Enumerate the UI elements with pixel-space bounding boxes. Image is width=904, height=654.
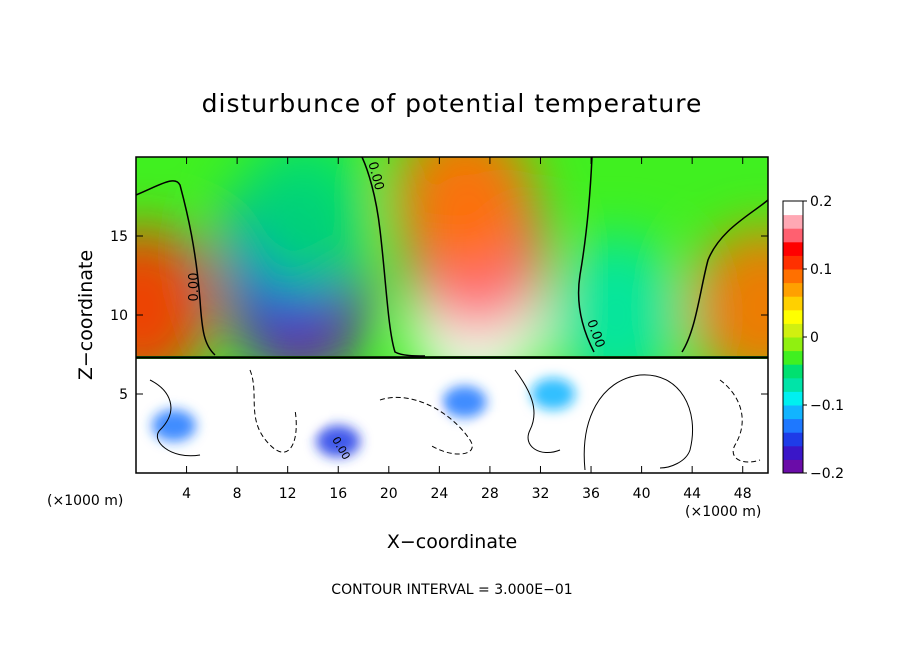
colorbar-segment	[783, 296, 803, 311]
colorbar: 0.2 0.1 0 −0.1 −0.2	[782, 194, 844, 482]
colorbar-segment	[783, 255, 803, 270]
contour-label: 0.00	[187, 273, 202, 302]
x-tick-label: 48	[734, 486, 752, 502]
lower-anomaly	[151, 409, 196, 442]
x-tick-label: 12	[279, 486, 297, 502]
zero-contour-right-b	[681, 199, 768, 353]
colorbar-tick-label: −0.1	[810, 398, 844, 414]
colorbar-tick-label: 0.1	[810, 262, 832, 278]
x-unit-left: (×1000 m)	[47, 493, 123, 509]
upper-anomaly-field	[136, 157, 768, 356]
lower-contour-e	[514, 369, 561, 453]
contour-lines	[136, 157, 768, 471]
x-tick-label: 32	[532, 486, 550, 502]
colorbar-segment	[783, 445, 803, 460]
lower-anomaly	[531, 378, 576, 410]
x-axis: 4 8 12 16 20 24 28 32 36 40 44 48	[182, 157, 752, 502]
colorbar-segment	[783, 432, 803, 447]
x-tick-label: 36	[582, 486, 600, 502]
lower-contour-a	[149, 379, 201, 457]
lower-anomaly	[701, 409, 746, 442]
colorbar-segment	[783, 269, 803, 284]
colorbar-tick-label: 0.2	[810, 194, 832, 210]
y-axis-label: Z−coordinate	[75, 250, 97, 380]
y-tick-label: 10	[110, 308, 128, 324]
x-tick-label: 44	[683, 486, 701, 502]
colorbar-segment	[783, 418, 803, 433]
colorbar-segment	[783, 309, 803, 324]
colorbar-segment	[783, 214, 803, 229]
lower-contour-f	[719, 379, 761, 463]
colorbar-segment	[783, 337, 803, 352]
x-tick-label: 20	[380, 486, 398, 502]
lower-anomaly	[316, 425, 361, 458]
lower-anomaly-field	[136, 359, 768, 473]
colorbar-segment	[783, 201, 803, 216]
y-tick-label: 5	[119, 387, 128, 403]
x-tick-label: 28	[481, 486, 499, 502]
colorbar-segment	[783, 323, 803, 338]
zero-contour-center	[361, 157, 426, 357]
plot-area: 0.00 0.00 0.00 0.00	[135, 156, 769, 474]
colorbar-segment	[783, 405, 803, 420]
chart-title: disturbunce of potential temperature	[202, 89, 703, 118]
y-axis: 5 10 15	[110, 229, 768, 403]
colorbar-segment	[783, 391, 803, 406]
colorbar-tick-label: 0	[810, 330, 819, 346]
upper-anomaly	[394, 157, 535, 277]
upper-anomaly	[236, 157, 377, 293]
lower-anomaly	[272, 393, 316, 426]
colorbar-segment	[783, 282, 803, 297]
colorbar-segment	[783, 377, 803, 392]
lower-anomaly	[594, 409, 639, 442]
upper-anomaly	[136, 227, 213, 356]
x-tick-label: 24	[430, 486, 448, 502]
zero-contour-left	[136, 180, 216, 356]
lower-contour-d	[583, 374, 694, 471]
colorbar-segment	[783, 350, 803, 365]
lower-anomaly	[442, 385, 487, 418]
contour-label: 0.00	[364, 160, 386, 192]
x-axis-label: X−coordinate	[387, 531, 517, 553]
colorbar-tick-label: −0.2	[810, 466, 844, 482]
colorbar-segment	[783, 228, 803, 243]
colorbar-segment	[783, 459, 803, 474]
x-tick-label: 4	[182, 486, 191, 502]
x-tick-label: 16	[329, 486, 347, 502]
y-tick-label: 15	[110, 229, 128, 245]
zero-contour-right-a	[577, 157, 595, 353]
x-tick-label: 40	[633, 486, 651, 502]
lower-anomaly	[392, 401, 437, 434]
upper-anomaly	[691, 227, 768, 356]
lower-anomaly	[480, 425, 525, 458]
lower-contour-c	[379, 396, 473, 455]
x-tick-label: 8	[233, 486, 242, 502]
colorbar-segment	[783, 364, 803, 379]
x-unit-right: (×1000 m)	[685, 504, 761, 520]
colorbar-segment	[783, 241, 803, 256]
contour-interval-footer: CONTOUR INTERVAL = 3.000E−01	[331, 582, 572, 598]
